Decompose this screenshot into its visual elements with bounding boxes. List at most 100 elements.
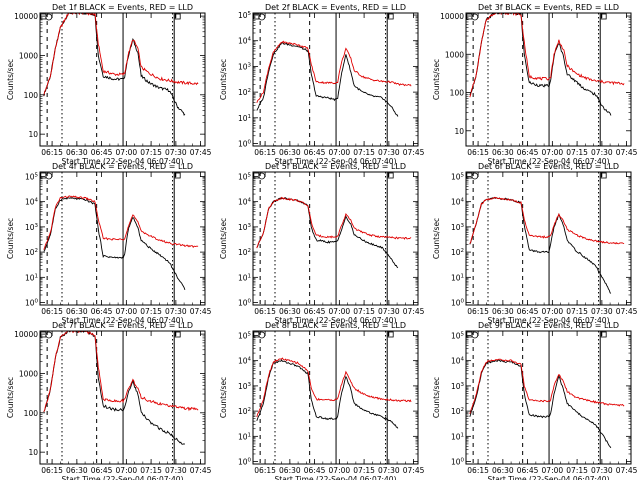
panel-det-6f: Det 6f BLACK = Events, RED = LLD 100 101 10… [432,162,638,325]
series-events-line [256,358,399,429]
y-tick-label: 103 [25,223,39,232]
x-tick-label: 06:30 [279,148,301,157]
y-tick-label: 103 [451,382,465,391]
x-axis-label: Start Time (22-Sep-04 06:07:40) [62,157,184,166]
x-tick-label: 06:15 [254,466,276,475]
series-lld-line [256,196,412,249]
y-tick-label: 105 [25,172,39,181]
x-tick-label: 06:45 [304,466,326,475]
x-tick-label: 06:15 [41,307,63,316]
x-tick-label: 06:45 [304,148,326,157]
y-tick-label: 100 [451,299,465,308]
x-axis-label: Start Time (22-Sep-04 06:07:40) [275,316,397,325]
x-tick-label: 07:00 [329,148,351,157]
x-axis-label: Start Time (22-Sep-04 06:07:40) [488,157,610,166]
x-tick-label: 07:15 [140,466,162,475]
x-axis-label: Start Time (22-Sep-04 06:07:40) [62,475,184,480]
panel-title: Det 9f BLACK = Events, RED = LLD [478,321,619,330]
y-axis-label: Counts/sec [6,218,15,259]
x-tick-label: 06:45 [304,307,326,316]
series-lld-line [469,358,625,415]
marker-box [466,331,473,338]
y-tick-label: 1000 [445,50,464,59]
y-tick-label: 100 [450,89,465,98]
panel-det-7f: Det 7f BLACK = Events, RED = LLD 10 100 100… [6,321,212,480]
x-tick-label: 07:45 [616,307,638,316]
x-tick-label: 06:45 [517,148,539,157]
y-tick-label: 100 [238,140,252,149]
x-axis-label: Start Time (22-Sep-04 06:07:40) [275,475,397,480]
x-tick-label: 06:15 [41,466,63,475]
y-tick-label: 102 [238,88,251,97]
x-axis-label: Start Time (22-Sep-04 06:07:40) [488,316,610,325]
x-tick-label: 06:45 [91,307,113,316]
y-tick-label: 105 [238,172,252,181]
x-tick-label: 07:45 [403,148,425,157]
series-lld-line [43,331,199,412]
y-tick-label: 100 [25,299,39,308]
x-tick-label: 07:30 [591,307,613,316]
x-tick-label: 06:30 [492,466,514,475]
y-axis-label: Counts/sec [432,59,441,100]
y-tick-label: 10 [454,127,464,136]
x-tick-label: 06:45 [91,466,113,475]
y-tick-label: 100 [24,91,39,100]
marker-box [387,13,394,20]
series-lld-line [43,195,199,250]
panel-title: Det 2f BLACK = Events, RED = LLD [265,3,406,12]
x-tick-label: 07:45 [403,307,425,316]
series-events-line [43,13,186,117]
marker-box [387,331,394,338]
x-tick-label: 06:45 [517,466,539,475]
y-axis-label: Counts/sec [432,218,441,259]
x-tick-label: 07:00 [116,466,138,475]
y-axis-label: Counts/sec [6,377,15,418]
y-tick-label: 104 [25,198,39,207]
x-tick-label: 07:15 [353,148,375,157]
x-tick-label: 07:30 [165,148,187,157]
x-tick-label: 07:15 [566,148,588,157]
marker-box [253,172,260,179]
panel-title: Det 3f BLACK = Events, RED = LLD [478,3,619,12]
x-tick-label: 07:30 [378,466,400,475]
x-tick-label: 06:15 [254,148,276,157]
plot-frame [39,12,206,147]
y-tick-label: 104 [451,198,465,207]
y-tick-label: 103 [238,382,252,391]
x-tick-label: 06:30 [66,466,88,475]
panel-det-9f: Det 9f BLACK = Events, RED = LLD 100 101 10… [432,321,638,480]
plot-frame [465,12,632,147]
x-axis-label: Start Time (22-Sep-04 06:07:40) [62,316,184,325]
x-tick-label: 07:30 [591,148,613,157]
x-tick-label: 07:45 [190,148,212,157]
y-tick-label: 10 [28,448,38,457]
series-lld-line [256,357,412,418]
x-tick-label: 07:30 [591,466,613,475]
x-tick-label: 07:30 [378,148,400,157]
y-tick-label: 101 [25,273,38,282]
panel-det-2f: Det 2f BLACK = Events, RED = LLD 100 101 10… [219,3,425,166]
y-axis-label: Counts/sec [219,377,228,418]
marker-box [466,13,473,20]
x-tick-label: 07:45 [190,466,212,475]
y-tick-label: 103 [238,223,252,232]
series-events-line [43,331,185,445]
x-tick-label: 07:00 [329,307,351,316]
x-tick-label: 07:15 [566,466,588,475]
panel-title: Det 1f BLACK = Events, RED = LLD [52,3,193,12]
y-tick-label: 102 [451,248,464,257]
y-tick-label: 105 [238,11,252,20]
plot-frame [39,171,206,306]
series-lld-line [256,40,412,104]
series-lld-line [469,196,625,245]
x-tick-label: 06:30 [279,307,301,316]
y-tick-label: 103 [238,62,252,71]
x-tick-label: 06:15 [41,148,63,157]
y-tick-label: 101 [238,432,251,441]
plot-frame [252,171,419,306]
y-tick-label: 103 [451,223,465,232]
marker-box [600,172,607,179]
y-tick-label: 10000 [440,12,464,21]
x-tick-label: 06:30 [492,307,514,316]
series-events-line [469,13,612,116]
